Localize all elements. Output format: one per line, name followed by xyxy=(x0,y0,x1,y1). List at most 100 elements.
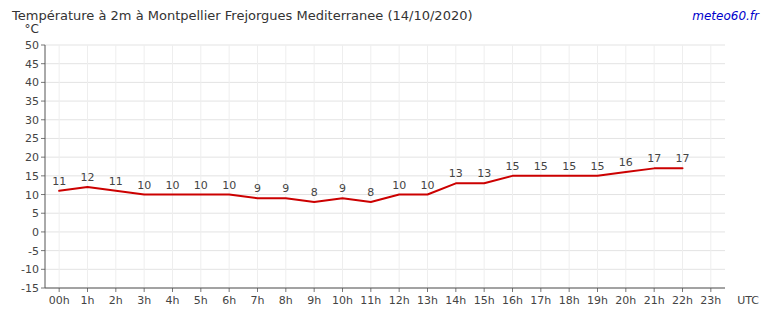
x-tick xyxy=(455,288,456,292)
x-tick xyxy=(87,288,88,292)
x-tick-label: 13h xyxy=(417,294,438,307)
x-tick-label: 16h xyxy=(502,294,523,307)
data-label: 10 xyxy=(137,179,151,192)
x-grid-line xyxy=(87,45,88,288)
x-grid-line xyxy=(257,45,258,288)
data-label: 13 xyxy=(449,167,463,180)
y-tick xyxy=(41,231,45,232)
x-tick-label: 22h xyxy=(672,294,693,307)
x-tick-label: 00h xyxy=(49,294,70,307)
data-label: 10 xyxy=(222,179,236,192)
x-axis xyxy=(45,288,725,289)
x-tick xyxy=(200,288,201,292)
y-tick xyxy=(41,101,45,102)
data-label: 8 xyxy=(367,186,374,199)
y-tick-label: -15 xyxy=(21,282,39,295)
plot-area xyxy=(59,168,682,202)
x-tick xyxy=(540,288,541,292)
x-tick xyxy=(370,288,371,292)
y-tick-label: 30 xyxy=(25,114,39,127)
data-label: 10 xyxy=(194,179,208,192)
y-tick xyxy=(41,250,45,251)
data-label: 15 xyxy=(506,160,520,173)
x-tick-label: 10h xyxy=(332,294,353,307)
x-tick xyxy=(172,288,173,292)
data-label: 17 xyxy=(676,152,690,165)
y-tick xyxy=(41,288,45,289)
data-label: 13 xyxy=(477,167,491,180)
x-tick-label: 19h xyxy=(587,294,608,307)
x-tick xyxy=(285,288,286,292)
x-tick xyxy=(625,288,626,292)
data-label: 15 xyxy=(534,160,548,173)
x-tick-label: 14h xyxy=(445,294,466,307)
data-label: 17 xyxy=(647,152,661,165)
x-grid-line xyxy=(285,45,286,288)
data-label: 9 xyxy=(282,182,289,195)
data-label: 8 xyxy=(311,186,318,199)
x-grid-line xyxy=(710,45,711,288)
data-label: 10 xyxy=(392,179,406,192)
x-tick xyxy=(115,288,116,292)
x-axis-label: UTC xyxy=(737,294,759,307)
y-tick xyxy=(41,157,45,158)
x-tick-label: 23h xyxy=(700,294,721,307)
chart-container: -15-10-50510152025303540455000h1h2h3h4h5… xyxy=(0,0,765,320)
x-tick-label: 7h xyxy=(251,294,265,307)
y-axis xyxy=(45,45,46,288)
y-grid-line xyxy=(45,231,725,232)
y-grid-line xyxy=(45,213,725,214)
y-tick-label: 0 xyxy=(32,226,39,239)
x-tick-label: 15h xyxy=(474,294,495,307)
y-grid-line xyxy=(45,101,725,102)
y-tick xyxy=(41,213,45,214)
x-tick xyxy=(710,288,711,292)
y-tick xyxy=(41,138,45,139)
x-grid-line xyxy=(200,45,201,288)
y-tick-label: 10 xyxy=(25,189,39,202)
x-tick-label: 5h xyxy=(194,294,208,307)
x-tick-label: 4h xyxy=(166,294,180,307)
y-grid-line xyxy=(45,288,725,289)
x-tick xyxy=(597,288,598,292)
data-label: 16 xyxy=(619,156,633,169)
x-tick xyxy=(257,288,258,292)
x-tick xyxy=(682,288,683,292)
y-grid-line xyxy=(45,175,725,176)
y-grid-line xyxy=(45,82,725,83)
x-grid-line xyxy=(229,45,230,288)
data-label: 9 xyxy=(254,182,261,195)
x-tick-label: 17h xyxy=(530,294,551,307)
temperature-line xyxy=(59,168,682,202)
y-tick-label: 50 xyxy=(25,39,39,52)
y-tick xyxy=(41,82,45,83)
x-tick xyxy=(427,288,428,292)
x-grid-line xyxy=(59,45,60,288)
x-tick xyxy=(512,288,513,292)
y-grid-line xyxy=(45,269,725,270)
y-tick xyxy=(41,63,45,64)
x-tick-label: 3h xyxy=(137,294,151,307)
y-axis-label: °C xyxy=(25,22,39,36)
x-tick-label: 9h xyxy=(307,294,321,307)
x-tick-label: 18h xyxy=(559,294,580,307)
chart: -15-10-50510152025303540455000h1h2h3h4h5… xyxy=(0,0,765,320)
x-grid-line xyxy=(172,45,173,288)
x-tick xyxy=(399,288,400,292)
x-grid-line xyxy=(370,45,371,288)
y-tick-label: 20 xyxy=(25,151,39,164)
watermark: meteo60.fr xyxy=(692,9,760,23)
x-grid-line xyxy=(682,45,683,288)
y-grid-line xyxy=(45,250,725,251)
x-tick-label: 2h xyxy=(109,294,123,307)
y-grid-line xyxy=(45,138,725,139)
x-tick-label: 6h xyxy=(222,294,236,307)
x-tick-label: 12h xyxy=(389,294,410,307)
y-tick xyxy=(41,119,45,120)
y-tick xyxy=(41,269,45,270)
x-tick xyxy=(654,288,655,292)
y-tick-label: 25 xyxy=(25,132,39,145)
data-label: 9 xyxy=(339,182,346,195)
y-tick-label: 5 xyxy=(32,207,39,220)
data-label: 11 xyxy=(109,175,123,188)
